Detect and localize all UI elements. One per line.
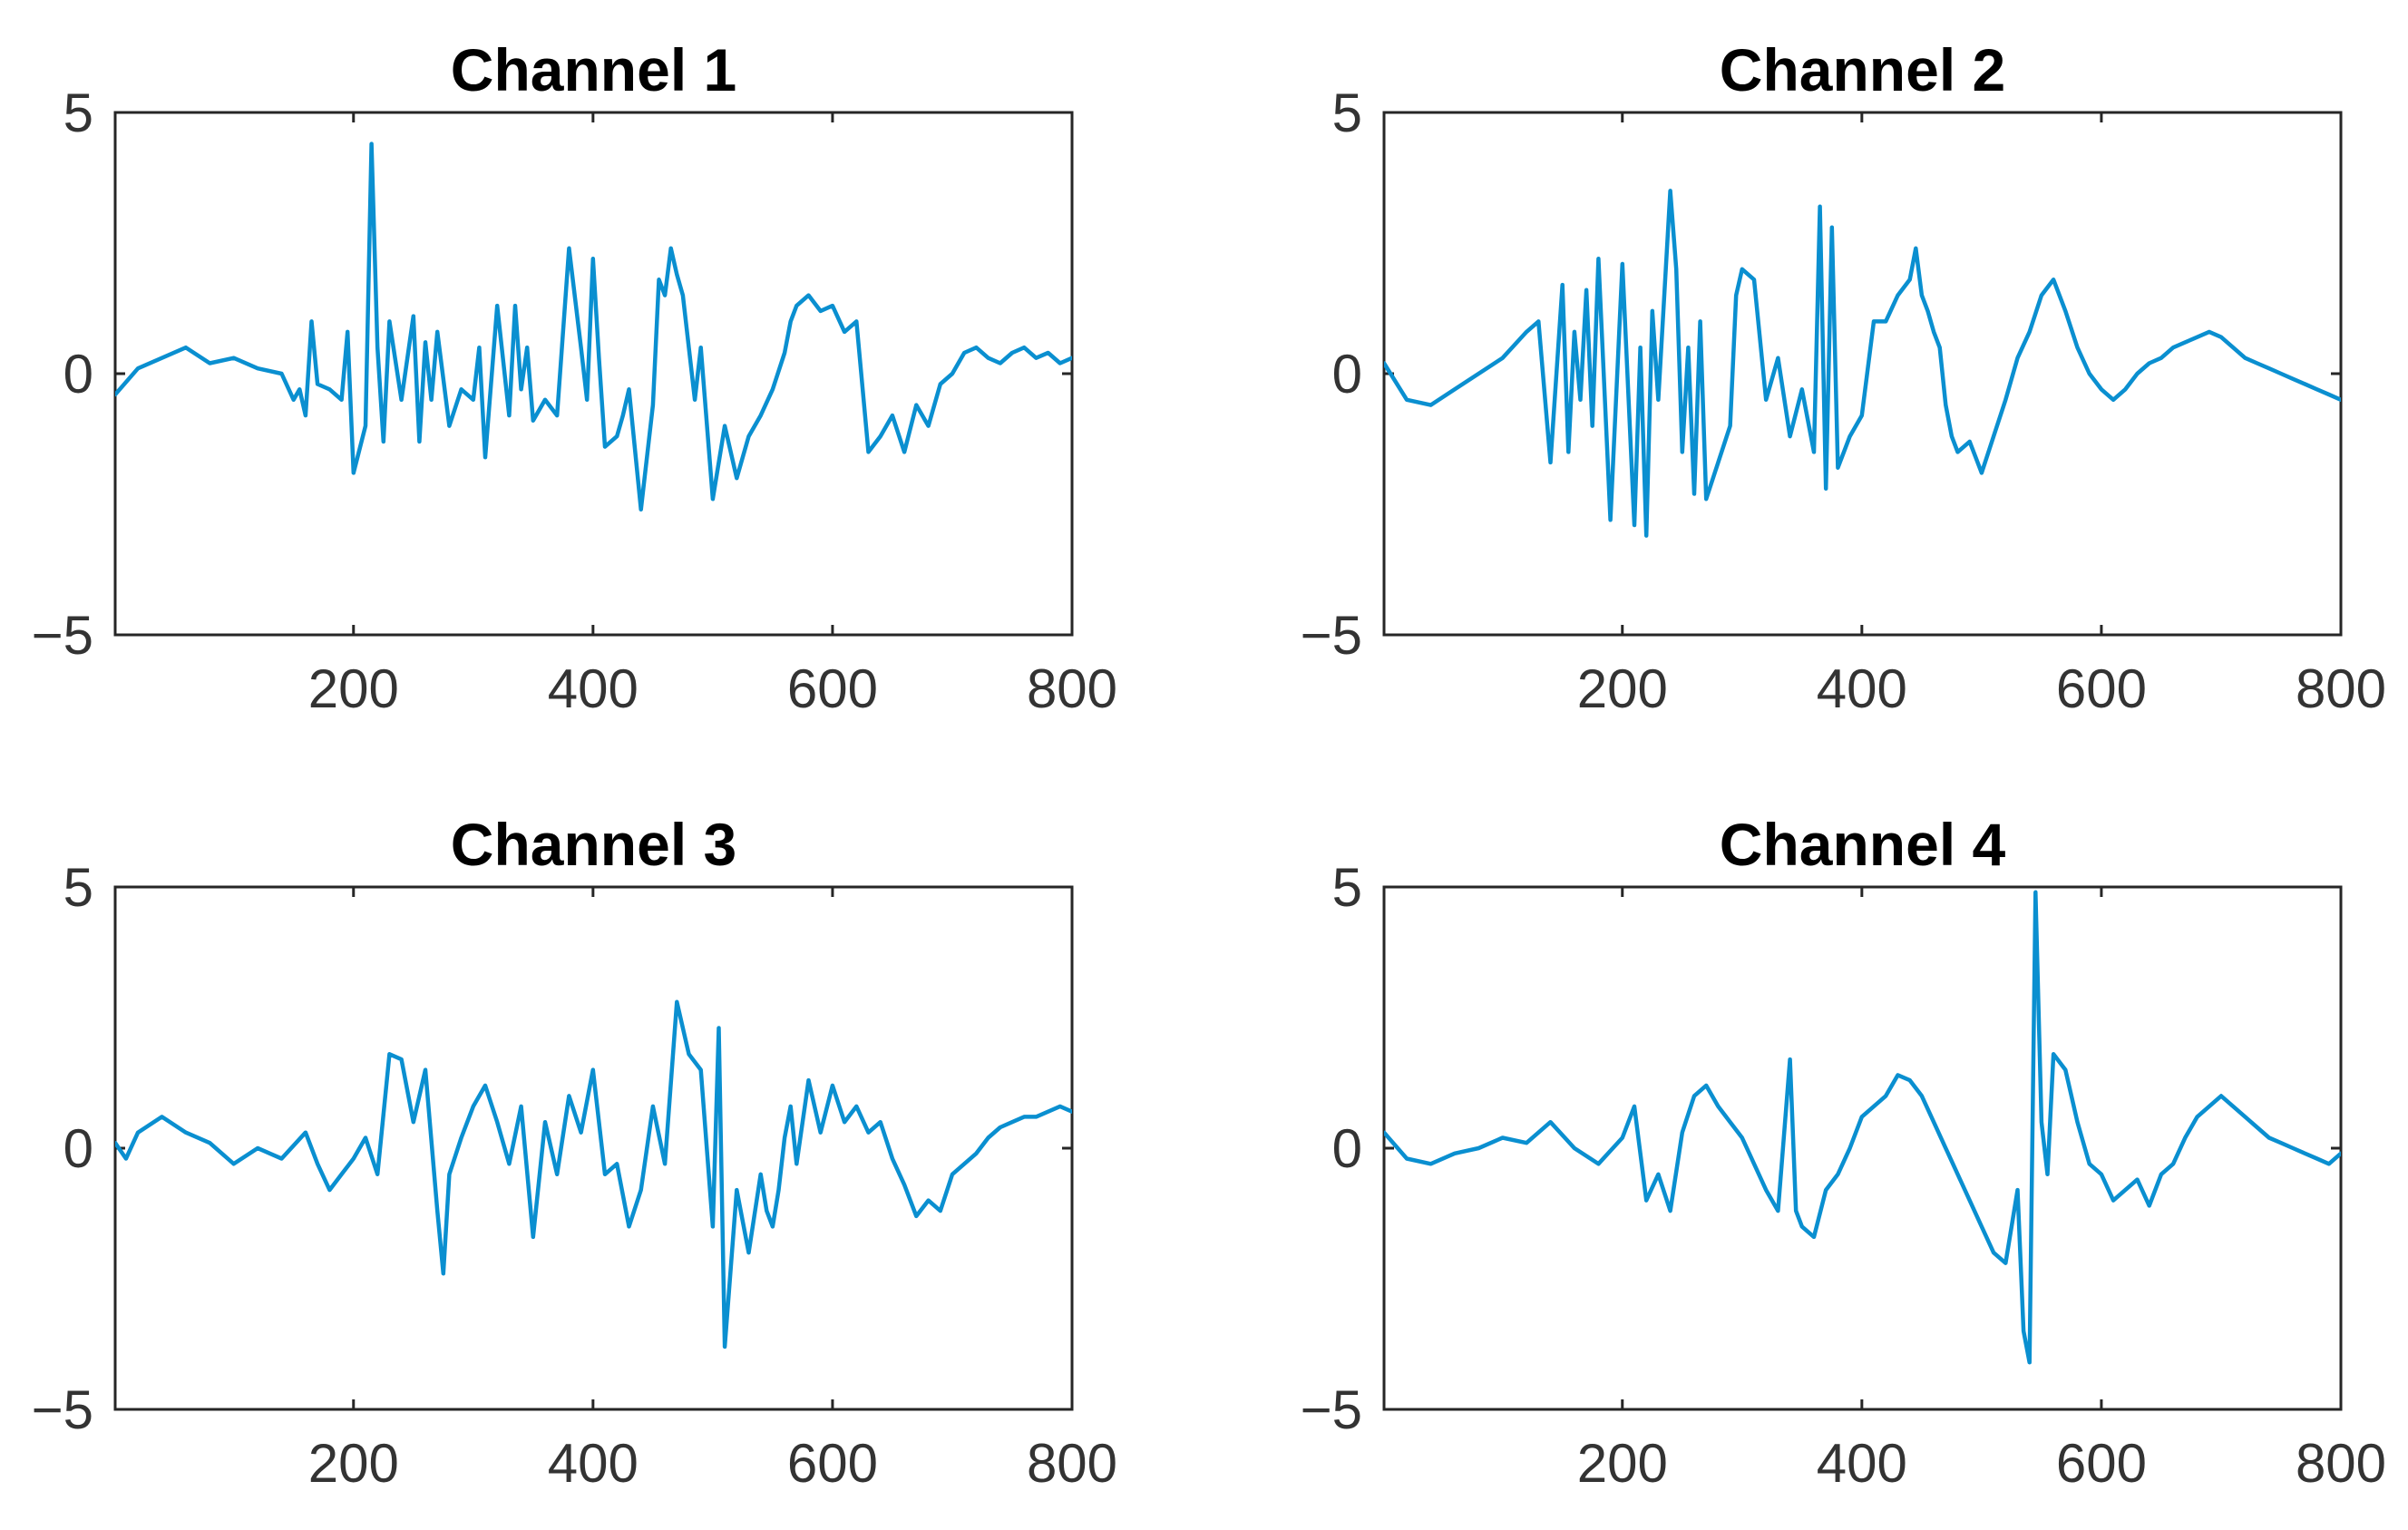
subplot-2-series-line bbox=[1384, 189, 2341, 538]
subplot-3-ytick-label-1: 0 bbox=[63, 1118, 93, 1179]
subplot-4-xtick-label-200: 200 bbox=[1577, 1433, 1668, 1494]
subplot-channel-4: Channel 4 200 400 600 800 −5 0 5 bbox=[1301, 811, 2386, 1494]
subplot-4-ytick-label-0: −5 bbox=[1301, 1379, 1362, 1440]
subplot-1-series-line bbox=[115, 141, 1072, 512]
subplot-channel-2: Channel 2 200 400 600 800 −5 0 5 bbox=[1301, 36, 2386, 719]
subplot-2-xtick-label-400: 400 bbox=[1817, 658, 1907, 719]
subplot-2-title: Channel 2 bbox=[1720, 36, 2005, 103]
subplot-3-xtick-label-400: 400 bbox=[548, 1433, 639, 1494]
subplot-1-xtick-label-200: 200 bbox=[308, 658, 399, 719]
subplot-1-ytick-label-0: −5 bbox=[32, 605, 93, 666]
subplot-2-axes-frame bbox=[1382, 111, 2343, 637]
subplot-3-ytick-label-0: −5 bbox=[32, 1379, 93, 1440]
subplot-4-title: Channel 4 bbox=[1720, 811, 2006, 878]
subplot-3-xtick-label-200: 200 bbox=[308, 1433, 399, 1494]
subplot-1-ytick-label-2: 5 bbox=[63, 83, 93, 143]
subplot-1-xtick-label-600: 600 bbox=[787, 658, 878, 719]
subplot-4-xtick-label-800: 800 bbox=[2296, 1433, 2386, 1494]
subplot-2-xtick-label-200: 200 bbox=[1577, 658, 1668, 719]
subplot-1-ytick-label-1: 0 bbox=[63, 344, 93, 404]
subplot-1-xtick-label-800: 800 bbox=[1027, 658, 1117, 719]
subplot-3-ytick-label-2: 5 bbox=[63, 857, 93, 918]
subplot-2-ytick-label-2: 5 bbox=[1332, 83, 1362, 143]
subplot-2-xtick-label-600: 600 bbox=[2056, 658, 2147, 719]
subplot-4-xtick-label-400: 400 bbox=[1817, 1433, 1907, 1494]
subplot-3-xtick-label-600: 600 bbox=[787, 1433, 878, 1494]
subplot-3-series-line bbox=[115, 999, 1072, 1350]
subplot-2-ytick-label-1: 0 bbox=[1332, 344, 1362, 404]
subplot-4-xtick-label-600: 600 bbox=[2056, 1433, 2147, 1494]
subplot-2-ytick-label-0: −5 bbox=[1301, 605, 1362, 666]
subplot-4-ytick-label-2: 5 bbox=[1332, 857, 1362, 918]
subplot-channel-1: Channel 1 200 400 600 800 −5 0 5 bbox=[32, 36, 1117, 719]
subplot-2-xtick-label-800: 800 bbox=[2296, 658, 2386, 719]
subplot-3-title: Channel 3 bbox=[451, 811, 736, 878]
subplot-1-axes-frame bbox=[113, 111, 1074, 637]
subplot-4-series-line bbox=[1384, 890, 2341, 1365]
subplot-3-axes-frame bbox=[113, 885, 1074, 1411]
subplot-1-xtick-label-400: 400 bbox=[548, 658, 639, 719]
subplot-1-title: Channel 1 bbox=[451, 36, 736, 103]
subplot-channel-3: Channel 3 200 400 600 800 −5 0 5 bbox=[32, 811, 1117, 1494]
subplot-3-xtick-label-800: 800 bbox=[1027, 1433, 1117, 1494]
subplot-4-axes-frame bbox=[1382, 885, 2343, 1411]
subplot-4-ytick-label-1: 0 bbox=[1332, 1118, 1362, 1179]
